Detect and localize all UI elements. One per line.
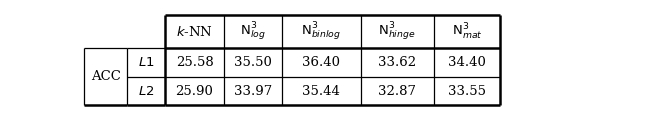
Text: 25.90: 25.90 <box>175 85 213 98</box>
Text: $\mathrm{N}^{3}_{log}$: $\mathrm{N}^{3}_{log}$ <box>240 20 266 43</box>
Text: 35.50: 35.50 <box>234 56 272 69</box>
Text: $\mathrm{N}^{3}_{binlog}$: $\mathrm{N}^{3}_{binlog}$ <box>301 20 341 43</box>
Text: $L1$: $L1$ <box>138 56 155 69</box>
Text: $\mathrm{N}^{3}_{mat}$: $\mathrm{N}^{3}_{mat}$ <box>452 22 482 42</box>
Text: 33.97: 33.97 <box>233 85 272 98</box>
Text: 32.87: 32.87 <box>378 85 416 98</box>
Text: $k$-NN: $k$-NN <box>176 25 213 39</box>
Text: 33.55: 33.55 <box>448 85 486 98</box>
Text: $L2$: $L2$ <box>138 85 154 98</box>
Text: 35.44: 35.44 <box>302 85 340 98</box>
Text: 36.40: 36.40 <box>302 56 340 69</box>
Text: 34.40: 34.40 <box>448 56 486 69</box>
Text: ACC: ACC <box>91 70 121 83</box>
Text: $\mathrm{N}^{3}_{hinge}$: $\mathrm{N}^{3}_{hinge}$ <box>379 20 416 43</box>
Text: 33.62: 33.62 <box>378 56 417 69</box>
Text: 25.58: 25.58 <box>176 56 213 69</box>
